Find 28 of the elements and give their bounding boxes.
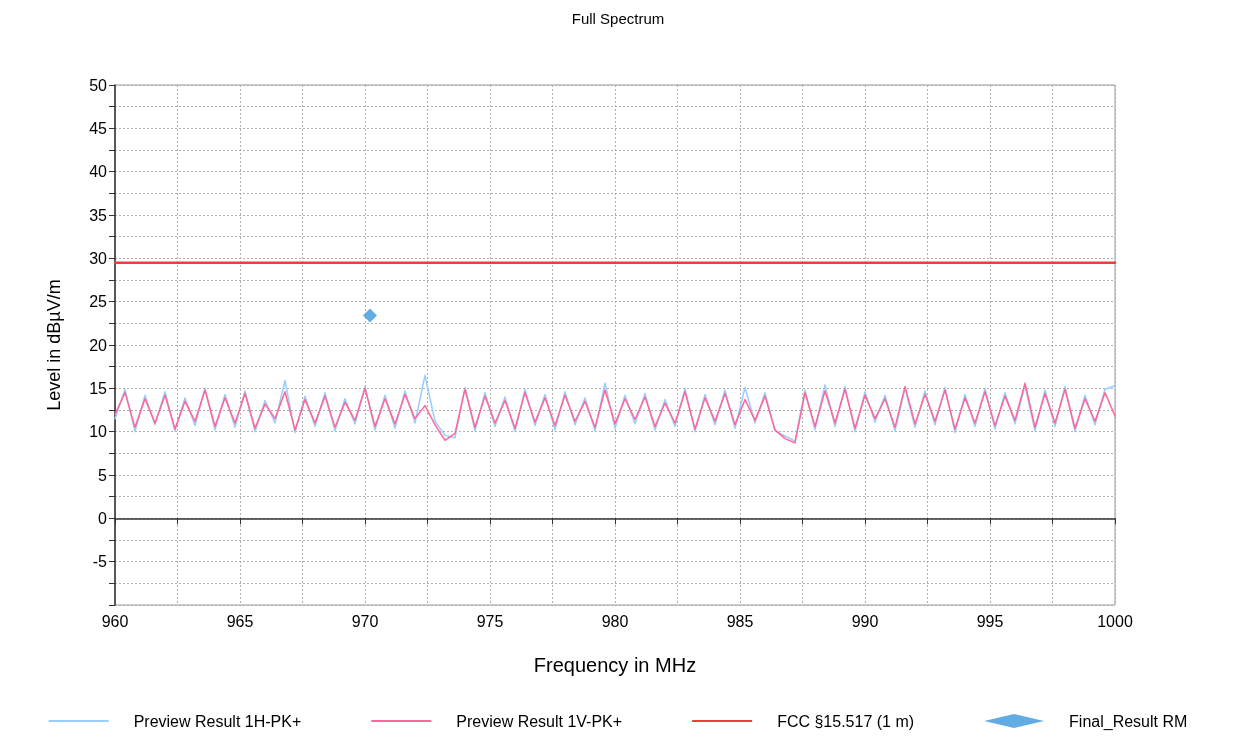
x-tick-label: 975 xyxy=(476,612,504,630)
y-tick-label: 40 xyxy=(89,163,108,181)
y-tick-label: 15 xyxy=(89,379,108,397)
x-tick-label: 995 xyxy=(976,612,1004,630)
x-tick-label: 970 xyxy=(351,612,379,630)
legend-label: Preview Result 1V-PK+ xyxy=(456,712,623,730)
x-tick-label: 960 xyxy=(101,612,129,630)
chart-title: Full Spectrum xyxy=(571,10,665,27)
y-tick-label: -5 xyxy=(92,553,108,571)
x-axis-title: Frequency in MHz xyxy=(533,654,697,676)
y-axis-title: Level in dBµV/m xyxy=(44,279,64,411)
y-tick-label: 30 xyxy=(89,249,108,267)
legend-label: Final_Result RM xyxy=(1069,712,1188,731)
legend-label: FCC §15.517 (1 m) xyxy=(777,712,915,730)
y-tick-label: 20 xyxy=(89,336,108,354)
x-tick-label: 965 xyxy=(226,612,254,630)
x-tick-label: 980 xyxy=(601,612,629,630)
x-tick-label: 985 xyxy=(726,612,754,630)
y-tick-label: 25 xyxy=(89,293,108,311)
legend-label: Preview Result 1H-PK+ xyxy=(133,712,302,730)
x-tick-label: 990 xyxy=(851,612,879,630)
x-tick-label: 1000 xyxy=(1097,612,1133,630)
y-tick-label: 10 xyxy=(89,423,108,441)
y-tick-label: 35 xyxy=(89,206,108,224)
y-tick-label: 50 xyxy=(89,76,108,94)
y-tick-label: 5 xyxy=(98,466,108,484)
y-tick-label: 45 xyxy=(89,119,108,137)
y-tick-label: 0 xyxy=(98,509,108,527)
